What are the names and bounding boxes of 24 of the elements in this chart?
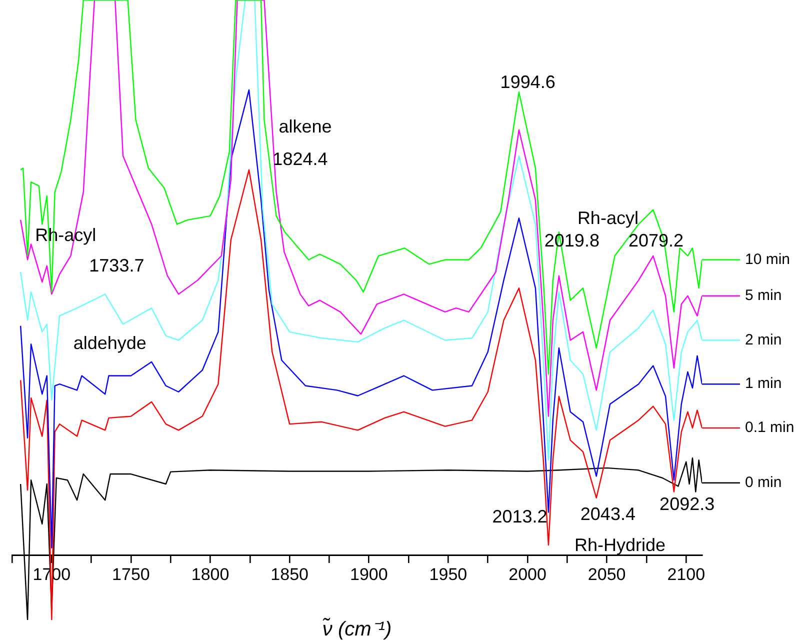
legend-label: 2 min	[745, 331, 782, 348]
annotation: 1994.6	[500, 72, 556, 92]
annotation: Rh-acyl	[577, 208, 638, 228]
annotation: 1733.7	[89, 255, 144, 276]
x-tick-label: 2100	[667, 564, 706, 584]
annotation: alkene	[278, 116, 332, 137]
annotation: aldehyde	[73, 333, 146, 354]
x-tick-label: 1850	[270, 564, 308, 584]
legend-label: 10 min	[745, 250, 790, 268]
x-tick-label: 1800	[191, 564, 230, 584]
x-tick-label: 1950	[429, 564, 468, 584]
x-tick-label: 1900	[350, 564, 388, 584]
x-tick-label: 2050	[588, 564, 626, 584]
legend-label: 5 min	[745, 286, 782, 304]
x-tick-label: 1750	[112, 564, 150, 584]
x-axis-title: ν̃ (cm⁻¹)	[322, 618, 392, 641]
annotation: 2092.3	[660, 494, 715, 514]
annotation: 2013.2	[492, 506, 548, 526]
x-tick-label: 2000	[508, 564, 546, 584]
legend-label: 0.1 min	[745, 419, 794, 436]
legend-label: 1 min	[745, 375, 782, 392]
legend-label: 0 min	[745, 474, 782, 492]
annotation: 2043.4	[580, 504, 636, 524]
annotation: Rh-Hydride	[574, 535, 666, 556]
